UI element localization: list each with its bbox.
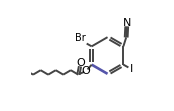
Text: N: N bbox=[123, 18, 132, 28]
Text: O: O bbox=[76, 58, 85, 68]
Text: O: O bbox=[82, 66, 90, 76]
Text: Br: Br bbox=[75, 33, 86, 43]
Text: I: I bbox=[130, 63, 133, 74]
